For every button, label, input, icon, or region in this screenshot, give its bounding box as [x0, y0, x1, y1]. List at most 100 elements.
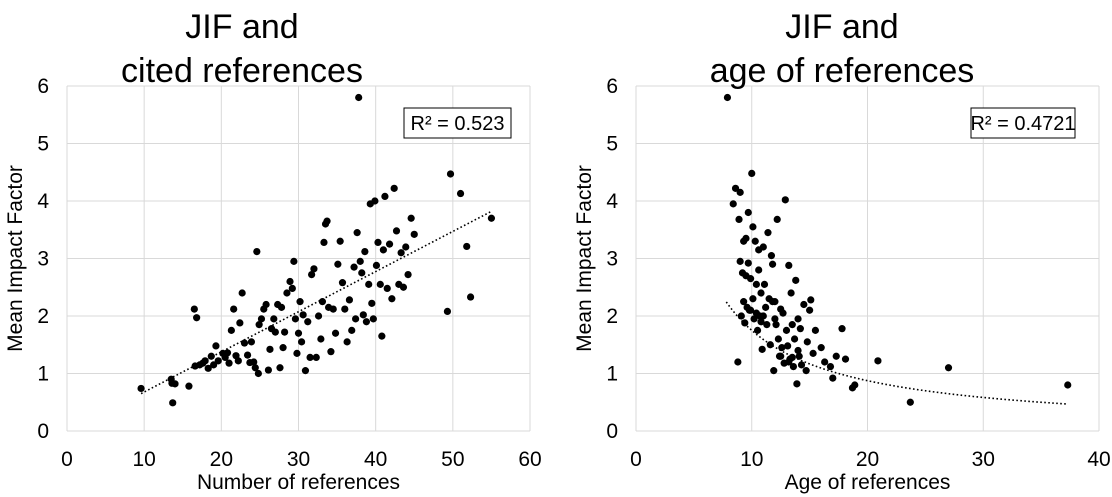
data-point: [385, 240, 394, 248]
data-point: [792, 276, 800, 284]
data-point: [784, 342, 792, 350]
data-point: [392, 227, 401, 235]
chart-title-line: cited references: [121, 52, 363, 90]
data-point: [874, 357, 882, 365]
data-point: [362, 318, 371, 326]
data-point: [318, 298, 327, 306]
data-point: [251, 364, 259, 372]
data-point: [294, 329, 303, 337]
data-point: [723, 93, 732, 102]
data-point: [254, 369, 262, 378]
data-point: [223, 349, 232, 357]
data-point: [379, 246, 387, 254]
data-point: [185, 382, 193, 390]
data-point: [238, 289, 246, 297]
data-point: [227, 326, 235, 334]
r-squared-box: [403, 107, 512, 139]
data-point: [371, 197, 379, 205]
x-tick-label: 10: [740, 448, 763, 471]
y-tick-label: 0: [606, 420, 618, 443]
chart-jif-age-of-references: 0 1 2 3 4 5 6 0 10 20 30 40 JIF and age of references…: [556, 0, 1112, 497]
scatter-plot-age-of-references: 0 1 2 3 4 5 6 0 10 20 30 40 JIF and age of references…: [573, 8, 1111, 494]
data-point: [751, 237, 759, 245]
data-point: [397, 249, 405, 257]
data-point: [290, 257, 298, 265]
y-tick-label: 4: [606, 190, 618, 213]
data-point: [778, 344, 786, 352]
data-point: [257, 315, 266, 323]
data-point: [266, 345, 274, 353]
data-point: [746, 275, 755, 283]
data-point: [741, 319, 749, 327]
data-point: [243, 351, 252, 359]
data-point: [794, 315, 802, 323]
data-point: [790, 335, 799, 343]
data-point: [809, 349, 817, 357]
data-point: [301, 367, 310, 375]
data-point: [225, 359, 233, 367]
x-tick-label: 20: [210, 448, 233, 471]
data-point: [737, 312, 745, 320]
data-point: [310, 265, 318, 273]
data-point: [253, 248, 261, 256]
y-axis-label: Mean Impact Factor: [4, 165, 27, 352]
data-point: [803, 338, 811, 346]
data-point: [772, 321, 780, 329]
data-point: [906, 398, 914, 406]
data-point: [806, 306, 814, 314]
data-point: [388, 295, 396, 303]
data-point: [329, 305, 337, 313]
data-point: [749, 223, 757, 231]
y-tick-label: 3: [606, 248, 618, 271]
data-point: [312, 353, 320, 361]
data-point: [262, 300, 270, 309]
data-point: [788, 321, 796, 329]
data-point: [283, 289, 291, 297]
data-point: [763, 321, 771, 329]
x-tick-label: 40: [364, 448, 387, 471]
data-point: [742, 234, 750, 242]
data-point: [204, 364, 212, 372]
data-point: [771, 315, 779, 323]
data-point: [811, 326, 820, 334]
data-point: [797, 361, 806, 369]
data-point: [207, 352, 215, 360]
data-point: [750, 315, 758, 323]
y-tick-label: 6: [37, 75, 49, 98]
x-axis-label: Age of references: [785, 471, 951, 494]
data-point: [463, 242, 471, 251]
data-point: [746, 306, 755, 314]
data-point: [281, 328, 289, 336]
data-point: [446, 170, 455, 178]
data-point: [456, 189, 465, 198]
trendline: [140, 210, 492, 395]
data-point: [358, 269, 366, 277]
data-point: [749, 295, 757, 303]
y-tick-label: 4: [37, 190, 49, 213]
x-tick-label: 10: [132, 448, 155, 471]
data-point: [193, 314, 201, 322]
data-point: [341, 305, 349, 313]
data-point: [255, 321, 263, 329]
data-point: [787, 289, 795, 297]
data-point: [795, 352, 803, 360]
data-point: [774, 335, 782, 343]
chart-title-line: age of references: [710, 52, 975, 90]
data-point: [744, 259, 752, 267]
x-tick-label: 0: [630, 448, 642, 471]
data-point: [407, 214, 415, 222]
data-point: [817, 344, 825, 352]
data-point: [236, 319, 244, 327]
trendline: [725, 301, 1068, 405]
data-point: [755, 266, 763, 274]
data-point: [760, 280, 769, 288]
data-point: [304, 318, 312, 326]
x-tick-label: 30: [287, 448, 310, 471]
data-point: [796, 325, 804, 333]
y-tick-label: 6: [606, 75, 618, 98]
data-point: [369, 315, 377, 323]
x-tick-label: 30: [972, 448, 995, 471]
data-point: [748, 169, 756, 177]
data-point: [359, 311, 367, 319]
data-point: [306, 353, 314, 361]
